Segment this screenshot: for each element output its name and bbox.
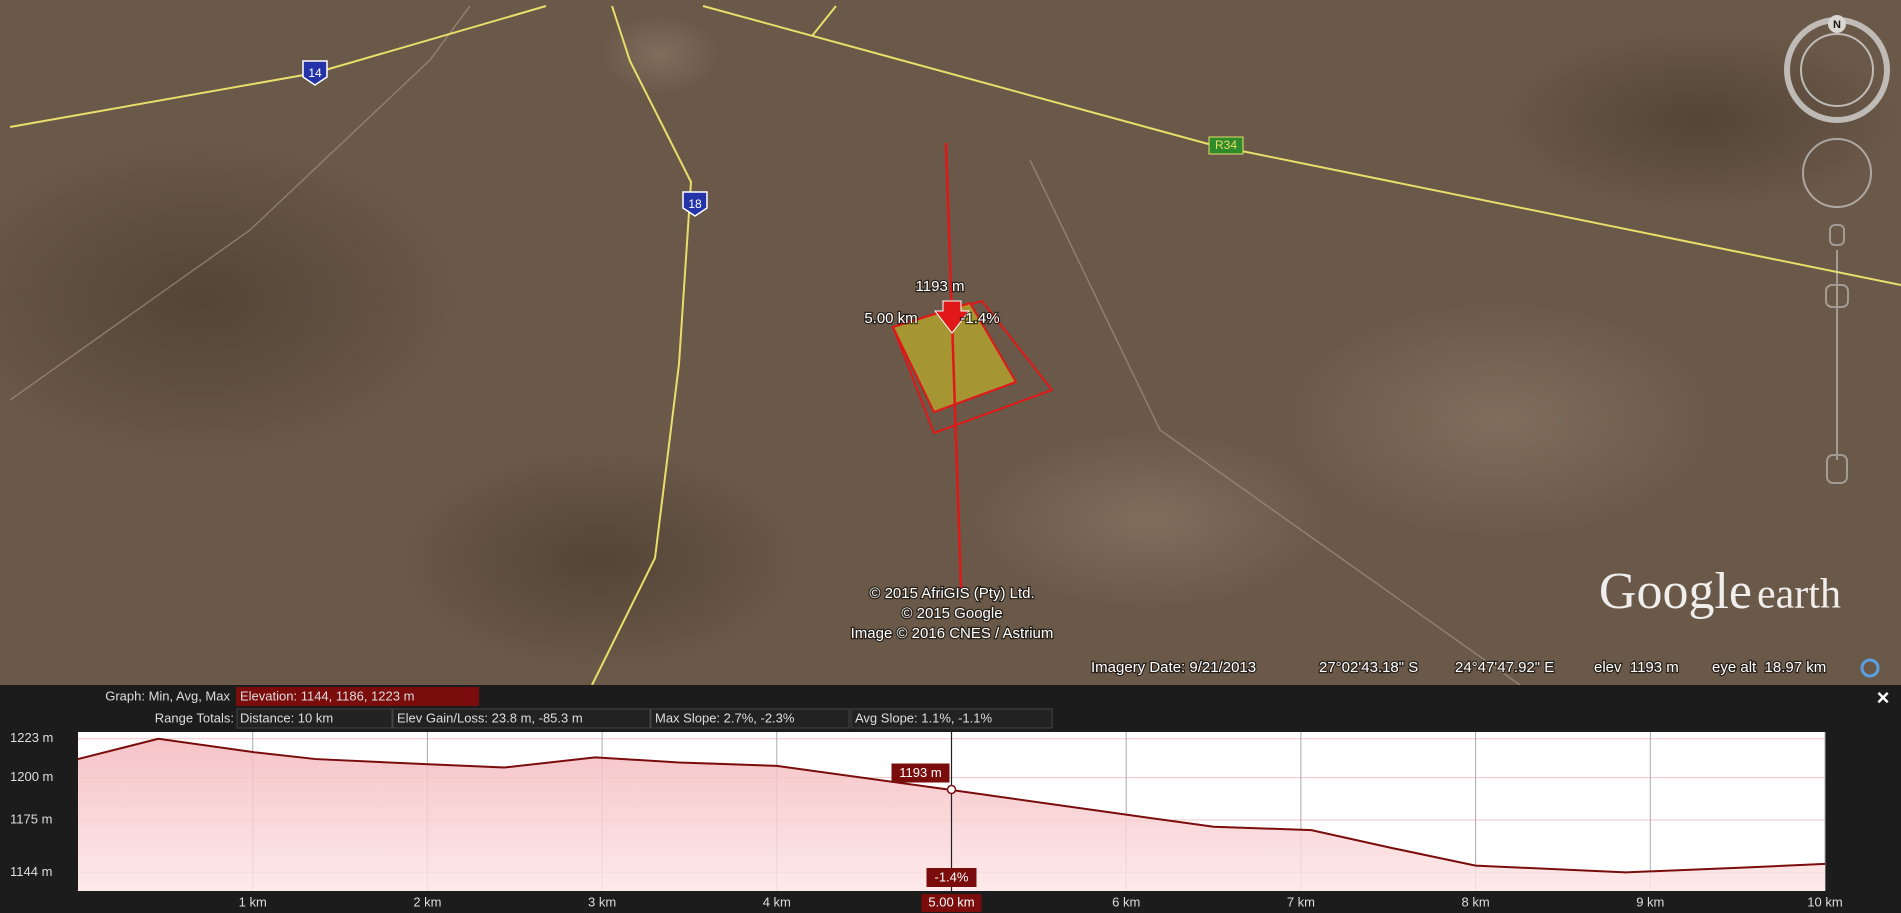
x-tick-label: 3 km — [588, 894, 616, 909]
attribution: Image © 2016 CNES / Astrium — [851, 625, 1054, 642]
x-tick-label: 6 km — [1112, 894, 1140, 909]
terrain-patch — [970, 430, 1330, 610]
imagery-date: Imagery Date: 9/21/2013 — [1091, 659, 1256, 676]
elevation-summary[interactable]: Elevation: 1144, 1186, 1223 m — [240, 688, 414, 703]
map-distance-label: 5.00 km — [864, 310, 917, 327]
road-label: R34 — [1215, 138, 1237, 152]
cursor-point — [948, 786, 956, 794]
x-tick-label: 10 km — [1807, 894, 1842, 909]
attribution: © 2015 AfriGIS (Pty) Ltd. — [869, 585, 1034, 602]
x-tick-label: 1 km — [239, 894, 267, 909]
avg-slope: Avg Slope: 1.1%, -1.1% — [855, 710, 993, 725]
y-tick-label: 1144 m — [10, 864, 52, 879]
compass-north: N — [1833, 19, 1841, 31]
graph-label: Graph: Min, Avg, Max — [105, 688, 230, 703]
logo: earth — [1757, 572, 1841, 618]
map-elevation-label: 1193 m — [916, 278, 965, 295]
cursor-elevation-label: 1193 m — [899, 765, 941, 780]
eye-altitude: eye alt 18.97 km — [1712, 659, 1826, 676]
x-tick-label: 9 km — [1636, 894, 1664, 909]
terrain-patch — [400, 450, 800, 670]
distance-total: Distance: 10 km — [240, 710, 333, 725]
map-slope-label: -1.4% — [960, 310, 999, 327]
logo: Google — [1599, 563, 1752, 620]
close-button[interactable]: × — [1877, 685, 1890, 710]
map[interactable]: 14 18 R34 1193 m 5.00 km -1.4% © 2015 Af… — [0, 0, 1901, 685]
y-tick-label: 1200 m — [10, 769, 53, 784]
cursor-x-label: 5.00 km — [928, 894, 974, 909]
app: 14 18 R34 1193 m 5.00 km -1.4% © 2015 Af… — [0, 0, 1901, 913]
road-label: 18 — [688, 197, 702, 211]
cursor-slope-label: -1.4% — [935, 869, 969, 884]
x-tick-label: 8 km — [1462, 894, 1490, 909]
y-tick-label: 1223 m — [10, 730, 53, 745]
longitude: 24°47'47.92" E — [1455, 659, 1554, 676]
road-shield: R34 — [1209, 137, 1243, 154]
terrain-patch — [1280, 300, 1720, 540]
x-tick-label: 2 km — [413, 894, 441, 909]
page: 14 18 R34 1193 m 5.00 km -1.4% © 2015 Af… — [0, 0, 1901, 913]
x-tick-label: 7 km — [1287, 894, 1315, 909]
road-label: 14 — [308, 66, 322, 80]
max-slope: Max Slope: 2.7%, -2.3% — [655, 710, 795, 725]
range-label: Range Totals: — [155, 710, 234, 725]
elev-gain-loss: Elev Gain/Loss: 23.8 m, -85.3 m — [397, 710, 583, 725]
attribution: © 2015 Google — [901, 605, 1002, 622]
y-tick-label: 1175 m — [10, 811, 52, 826]
latitude: 27°02'43.18" S — [1319, 659, 1418, 676]
x-tick-label: 4 km — [763, 894, 791, 909]
elevation: elev 1193 m — [1594, 659, 1679, 676]
